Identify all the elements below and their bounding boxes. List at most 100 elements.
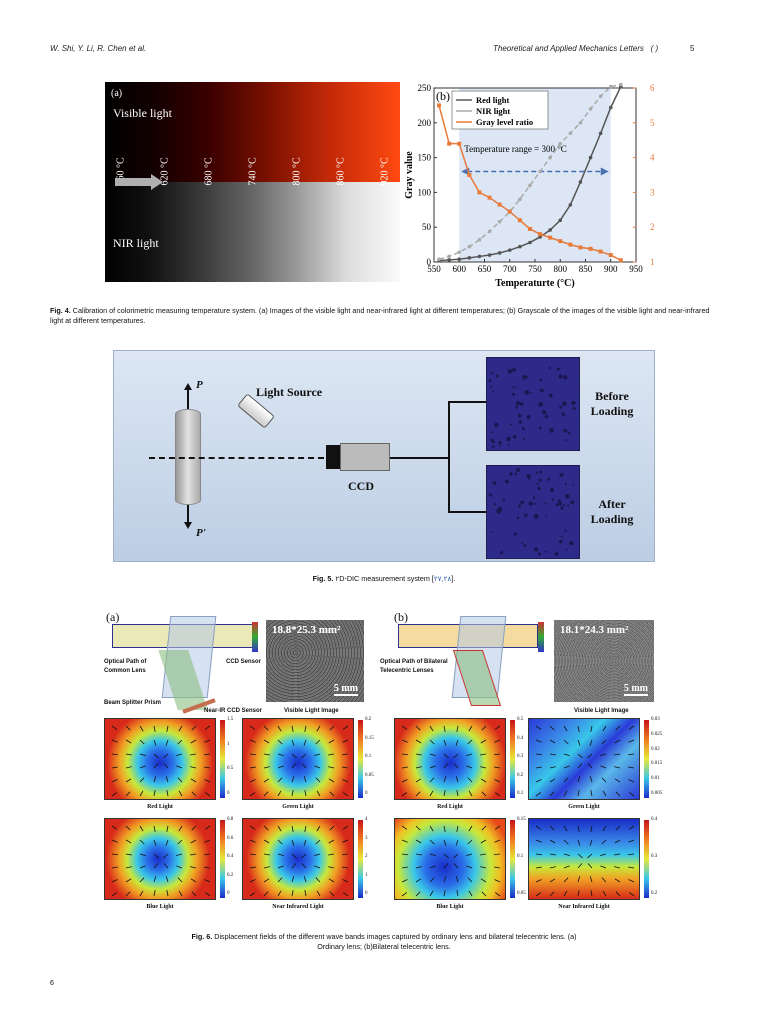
arrow-head-icon [151,174,163,190]
colorbar-tick-label: 0 [365,791,368,796]
displacement-field-map [242,718,354,800]
vector-arrow [341,853,349,856]
speckle-background [486,465,580,559]
speckle-dot [562,504,565,507]
vector-arrow [549,739,556,744]
visible-light-label: Visible light [113,106,172,120]
vector-arrow [303,776,307,783]
vector-arrow [153,753,159,759]
speckle-dot [507,443,510,446]
vector-arrow [291,825,294,832]
speckle-dot [538,402,544,407]
vector-arrow [535,753,543,756]
field-size-a: 18.8*25.3 mm² [272,624,341,636]
vector-arrow [153,863,159,869]
vector-arrow [277,825,282,832]
vector-arrow [304,890,307,897]
vector-arrow [166,825,169,832]
speckle-dot [559,472,564,477]
vector-arrow [467,839,473,845]
vector-arrow [139,777,145,783]
vector-arrow [602,725,607,732]
displacement-field-map [104,718,216,800]
vector-arrow [153,739,157,746]
vector-arrow [468,890,473,897]
y-tick-label: 200 [418,118,432,128]
vector-arrow [263,778,270,783]
speckle-dot [562,413,566,417]
vector-arrow [153,776,157,783]
colorbar-tick-label: 0.5 [227,766,234,772]
displacement-field-map [242,818,354,900]
speckle-dot [533,514,539,519]
speckle-dot [500,551,504,554]
data-point [568,203,573,207]
vector-arrow [466,753,473,757]
vector-arrow [415,778,422,783]
speckle-dot [520,500,525,505]
vector-arrow [191,791,197,797]
x-axis-label: Temperaturte (°C) [495,278,574,289]
vector-arrow [277,853,284,857]
colorbar-tick-label: 0.6 [227,835,234,841]
vector-arrow [328,753,335,756]
vector-arrow [415,739,422,744]
speckle-dot [491,431,494,434]
data-point [598,94,603,99]
fig6-caption: Fig. 6. Displacement fields of the diffe… [191,932,577,951]
vector-arrow [415,866,422,869]
vector-arrow [328,839,335,844]
vector-arrow [455,876,459,883]
vector-arrow [111,879,118,883]
vector-arrow [443,825,446,832]
colorbar-tick-label: 0.01 [651,776,660,782]
vector-arrow [191,725,197,731]
data-point [477,237,482,242]
vector-arrow [563,877,569,883]
speckle-dot [490,386,493,389]
colorbar-tick-label: 0.05 [517,891,526,896]
speckle-dot [526,474,532,479]
vector-arrows [401,825,501,897]
vector-arrow [203,753,211,756]
vector-arrow [163,853,169,859]
vector-arrow [249,753,257,756]
vector-arrow [467,877,473,883]
vector-arrow [125,866,132,869]
vector-arrow [600,753,607,757]
data-point [487,253,492,257]
speckle-dot [519,402,524,406]
vector-arrow [263,725,269,731]
vector-arrow [328,739,335,744]
vector-arrow [535,825,542,830]
speckle-dot [530,392,533,394]
colorbar-tick-label: 0.05 [365,772,374,778]
vector-arrow [429,839,435,845]
temperature-label: 680 °C [203,157,215,186]
vector-arrow [549,853,556,856]
vector-arrow [577,790,580,797]
fig5-ref-link[interactable]: ۲۷,۲۸ [433,574,452,583]
data-point [487,229,492,234]
vector-arrow [163,863,169,869]
vector-arrow [415,839,422,844]
vector-arrow [177,839,183,845]
vector-arrow [628,779,635,783]
vector-arrow [315,777,321,783]
vector-arrow [615,891,621,897]
vector-arrow [480,753,487,756]
vector-arrow [627,753,635,756]
vector-arrow [153,839,157,846]
colorbar [644,820,649,898]
speckle-dot [539,388,544,393]
data-point [507,209,512,214]
speckle-dot [488,493,493,497]
vector-arrow [249,725,256,730]
vector-arrow [415,878,422,883]
visible-light-image-a: 18.8*25.3 mm² 5 mm [266,620,364,702]
vector-arrow [429,739,435,745]
vector-arrow [125,853,132,856]
displacement-field-map [104,818,216,900]
vector-arrow [493,853,501,856]
y2-tick-label: 2 [650,222,655,232]
